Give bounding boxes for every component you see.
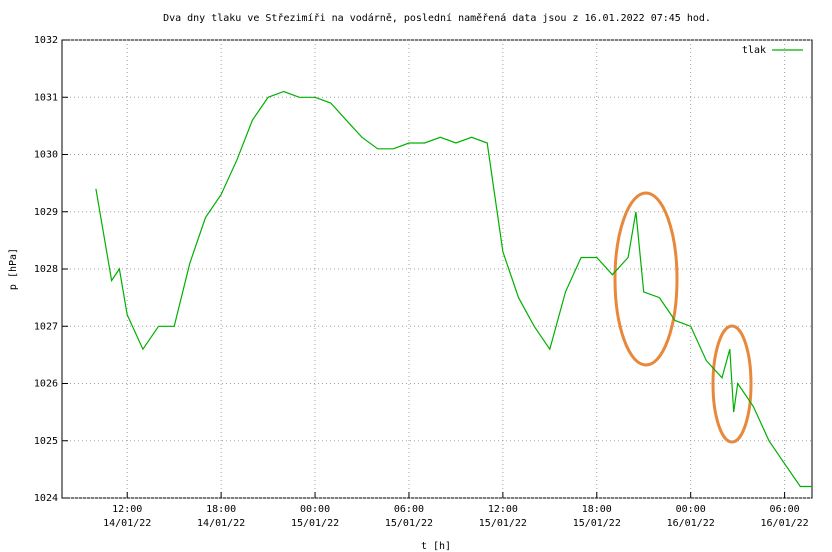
x-tick-label: 15/01/22 (479, 518, 527, 529)
x-tick-label: 12:00 (112, 504, 142, 515)
y-tick-label: 1030 (34, 150, 58, 161)
y-tick-label: 1032 (34, 35, 58, 46)
x-tick-label: 14/01/22 (103, 518, 151, 529)
y-tick-label: 1026 (34, 379, 58, 390)
chart-title: Dva dny tlaku ve Střezimíři na vodárně, … (163, 12, 711, 24)
x-tick-label: 15/01/22 (385, 518, 433, 529)
y-tick-label: 1027 (34, 321, 58, 332)
y-axis-label: p [hPa] (8, 248, 19, 290)
y-tick-label: 1031 (34, 92, 58, 103)
x-tick-label: 14/01/22 (197, 518, 245, 529)
x-tick-label: 06:00 (394, 504, 424, 515)
x-axis-label: t [h] (421, 541, 451, 552)
x-tick-label: 06:00 (770, 504, 800, 515)
x-tick-label: 16/01/22 (761, 518, 809, 529)
y-tick-label: 1024 (34, 493, 58, 504)
x-tick-label: 15/01/22 (291, 518, 339, 529)
x-tick-label: 00:00 (676, 504, 706, 515)
x-tick-label: 18:00 (206, 504, 236, 515)
y-tick-label: 1029 (34, 207, 58, 218)
legend-label: tlak (742, 45, 766, 56)
x-tick-label: 00:00 (300, 504, 330, 515)
x-tick-label: 16/01/22 (667, 518, 715, 529)
x-tick-label: 12:00 (488, 504, 518, 515)
y-tick-label: 1028 (34, 264, 58, 275)
y-tick-label: 1025 (34, 436, 58, 447)
highlight-ellipse (613, 191, 679, 367)
line-series (95, 90, 812, 488)
x-tick-label: 18:00 (582, 504, 612, 515)
x-tick-label: 15/01/22 (573, 518, 621, 529)
